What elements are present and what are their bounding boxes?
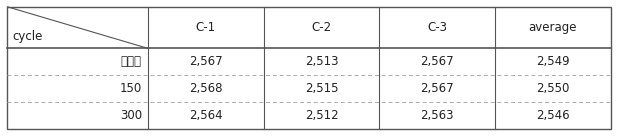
Text: 2,515: 2,515 <box>305 82 338 95</box>
Text: 2,550: 2,550 <box>536 82 569 95</box>
Text: 300: 300 <box>120 109 142 122</box>
Text: 2,567: 2,567 <box>420 82 454 95</box>
Text: C-2: C-2 <box>311 21 332 34</box>
Text: 2,513: 2,513 <box>305 55 338 68</box>
Text: 초기값: 초기값 <box>121 55 142 68</box>
Text: 2,512: 2,512 <box>305 109 338 122</box>
Text: 2,564: 2,564 <box>189 109 222 122</box>
Text: 2,563: 2,563 <box>420 109 454 122</box>
Text: 150: 150 <box>120 82 142 95</box>
Text: 2,568: 2,568 <box>189 82 222 95</box>
Bar <box>7 7 611 129</box>
Text: C-3: C-3 <box>427 21 447 34</box>
Text: 2,567: 2,567 <box>420 55 454 68</box>
Text: C-1: C-1 <box>196 21 216 34</box>
Text: 2,546: 2,546 <box>536 109 570 122</box>
Text: 2,549: 2,549 <box>536 55 570 68</box>
Text: cycle: cycle <box>12 30 43 43</box>
Text: 2,567: 2,567 <box>189 55 222 68</box>
Text: average: average <box>528 21 577 34</box>
